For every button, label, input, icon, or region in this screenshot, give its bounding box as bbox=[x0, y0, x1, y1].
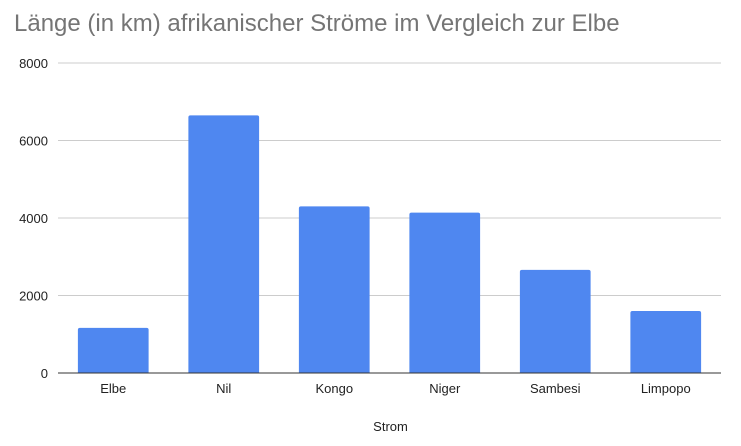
bars bbox=[77, 115, 702, 373]
x-tick-label: Sambesi bbox=[530, 381, 581, 396]
y-tick-label: 8000 bbox=[19, 56, 48, 71]
bar-elbe bbox=[77, 327, 149, 373]
x-tick-label: Nil bbox=[216, 381, 231, 396]
x-tick-label: Niger bbox=[429, 381, 461, 396]
x-tick-labels: Elbe Nil Kongo Niger Sambesi Limpopo bbox=[100, 381, 690, 396]
x-axis-label: Strom bbox=[373, 419, 408, 434]
x-tick-label: Limpopo bbox=[641, 381, 691, 396]
x-tick-label: Kongo bbox=[315, 381, 353, 396]
gridlines bbox=[58, 62, 721, 296]
y-tick-label: 6000 bbox=[19, 134, 48, 149]
x-tick-label: Elbe bbox=[100, 381, 126, 396]
bar-limpopo bbox=[630, 311, 702, 373]
y-tick-label: 2000 bbox=[19, 289, 48, 304]
bar-nil bbox=[188, 115, 260, 373]
y-tick-labels: 0 2000 4000 6000 8000 bbox=[19, 56, 48, 381]
chart-title: Länge (in km) afrikanischer Ströme im Ve… bbox=[14, 10, 620, 37]
bar-kongo bbox=[298, 206, 370, 373]
y-tick-label: 0 bbox=[41, 366, 48, 381]
bar-niger bbox=[409, 212, 481, 373]
bar-sambesi bbox=[519, 269, 591, 373]
y-tick-label: 4000 bbox=[19, 211, 48, 226]
